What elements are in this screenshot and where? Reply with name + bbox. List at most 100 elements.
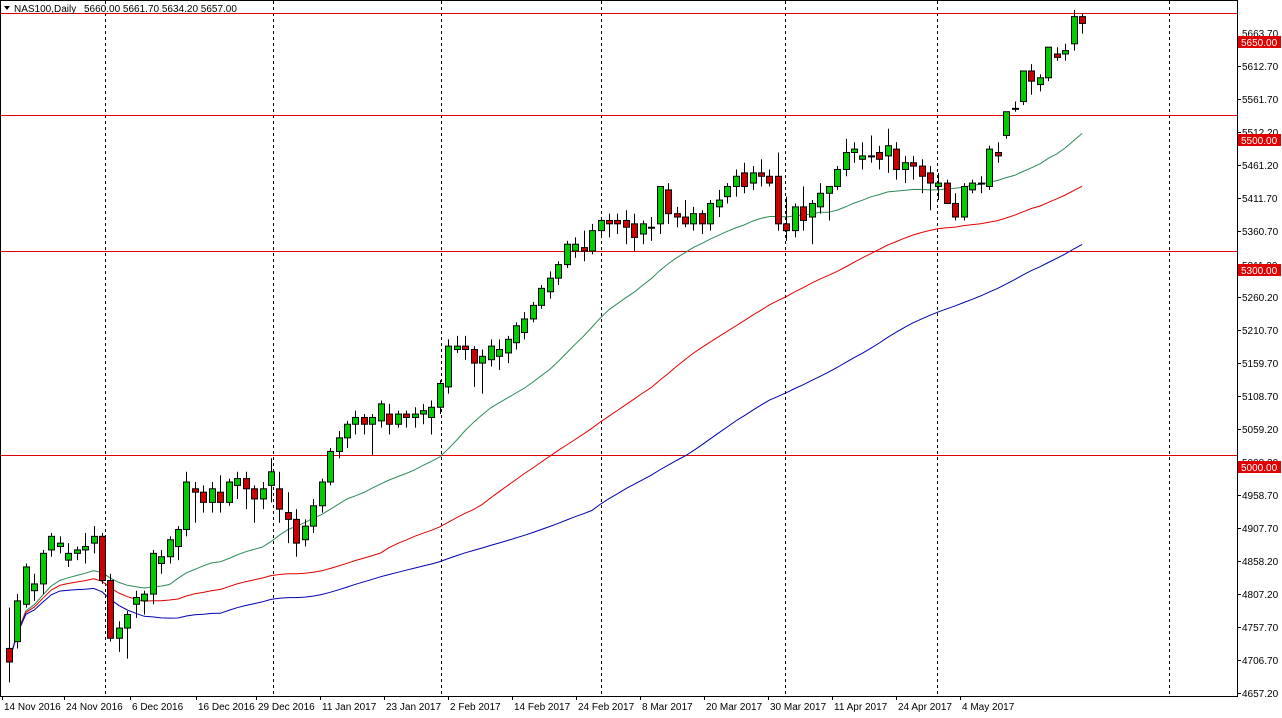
- candle: [1071, 9, 1078, 51]
- candle: [657, 185, 664, 235]
- candle-body: [395, 413, 402, 425]
- candle-body: [919, 165, 926, 177]
- price-tick-label: 5612.70: [1242, 62, 1279, 73]
- time-tick-label: 14 Nov 2016: [4, 702, 61, 713]
- candle: [133, 590, 140, 618]
- candle: [344, 420, 351, 449]
- candle: [107, 573, 114, 642]
- candle: [893, 142, 900, 180]
- candle: [420, 403, 427, 425]
- candle-body: [57, 542, 64, 548]
- time-tick-label: 11 Jan 2017: [322, 702, 377, 713]
- candle: [859, 142, 866, 170]
- candle: [800, 186, 807, 231]
- level-label-box: [1238, 461, 1281, 473]
- candle-body: [74, 549, 81, 554]
- candle: [1020, 70, 1027, 105]
- candle-body: [995, 152, 1002, 157]
- candle: [606, 213, 613, 238]
- candle: [513, 322, 520, 350]
- candle-body: [826, 185, 833, 194]
- candle: [200, 485, 207, 513]
- candle-body: [445, 345, 452, 388]
- candle: [327, 448, 334, 486]
- candle: [809, 200, 816, 245]
- ma100-line: [8, 243, 1083, 663]
- price-tick-label: 5159.70: [1242, 359, 1279, 370]
- candle: [268, 458, 275, 503]
- candle-body: [268, 471, 275, 486]
- candle: [564, 240, 571, 268]
- candle-body: [521, 318, 528, 334]
- candle: [251, 485, 258, 523]
- candle: [496, 339, 503, 370]
- candle: [927, 166, 934, 211]
- candle: [48, 532, 55, 557]
- candle-body: [378, 403, 385, 422]
- price-tick-label: 5108.70: [1242, 392, 1279, 403]
- candle: [758, 159, 765, 187]
- level-label: 5000.00: [1241, 463, 1278, 474]
- candle: [217, 475, 224, 513]
- candle-body: [530, 304, 537, 320]
- candle-body: [876, 152, 883, 160]
- candle-body: [133, 596, 140, 605]
- candle: [361, 414, 368, 435]
- level-label-box: [1238, 134, 1281, 146]
- candle: [124, 611, 131, 659]
- candle-body: [851, 148, 858, 154]
- candle-body: [454, 345, 461, 351]
- time-tick-label: 6 Dec 2016: [132, 702, 184, 713]
- candle: [589, 223, 596, 255]
- symbol-label: NAS100,Daily: [14, 4, 76, 15]
- ma50-line: [8, 185, 1083, 663]
- candle: [876, 145, 883, 170]
- ohlc-readout: 5660.00 5661.70 5634.20 5657.00: [84, 4, 237, 15]
- candle-body: [40, 552, 47, 585]
- candle-body: [192, 488, 199, 493]
- candle-body: [868, 155, 875, 158]
- candle-body: [496, 349, 503, 357]
- candle: [1062, 43, 1069, 61]
- candle-body: [251, 488, 258, 500]
- time-tick-label: 30 Mar 2017: [770, 702, 827, 713]
- candle: [471, 346, 478, 387]
- candle: [674, 206, 681, 228]
- price-tick-label: 5512.20: [1242, 128, 1279, 139]
- candle: [293, 509, 300, 557]
- candle-body: [775, 175, 782, 225]
- price-tick-label: 4858.20: [1242, 557, 1279, 568]
- candle: [74, 546, 81, 561]
- candle: [995, 142, 1002, 163]
- candle: [623, 210, 630, 245]
- candle-body: [243, 478, 250, 490]
- candle: [91, 526, 98, 554]
- candle: [192, 481, 199, 523]
- candle: [783, 196, 790, 241]
- candle-body: [48, 535, 55, 551]
- candle-body: [589, 230, 596, 252]
- candle: [479, 349, 486, 394]
- candle: [23, 563, 30, 608]
- candle-body: [437, 382, 444, 408]
- time-tick-label: 20 Mar 2017: [706, 702, 763, 713]
- candle: [276, 471, 283, 523]
- candle: [1054, 47, 1061, 61]
- moving-averages: [8, 133, 1083, 663]
- candle: [57, 536, 64, 554]
- candle-body: [1054, 53, 1061, 58]
- candle-body: [750, 172, 757, 184]
- grid-layer: [105, 1, 1170, 696]
- price-tick-label: 5210.70: [1242, 326, 1279, 337]
- candle: [690, 206, 697, 231]
- collapse-triangle-icon[interactable]: [4, 6, 10, 10]
- time-tick-label: 24 Nov 2016: [66, 702, 123, 713]
- candle: [640, 220, 647, 245]
- candle-body: [479, 355, 486, 364]
- price-tick-label: 5461.20: [1242, 161, 1279, 172]
- candle-body: [23, 566, 30, 605]
- candle-body: [572, 243, 579, 252]
- candle-body: [1079, 16, 1086, 24]
